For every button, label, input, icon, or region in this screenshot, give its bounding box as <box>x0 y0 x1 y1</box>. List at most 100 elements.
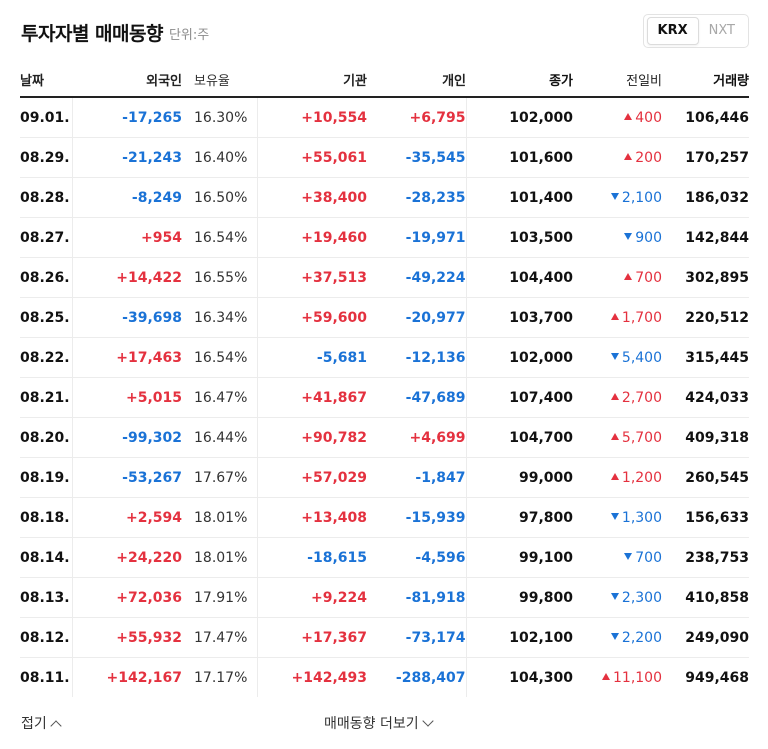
row-volume: 410,858 <box>662 577 749 618</box>
row-individual: -19,971 <box>367 217 467 258</box>
row-change: 1,700 <box>573 297 662 338</box>
table-row: 08.14. +24,220 18.01% -18,615 -4,596 99,100 70… <box>20 537 749 578</box>
triangle-down-icon <box>624 233 633 240</box>
row-change: 900 <box>573 217 662 258</box>
more-trading-button[interactable]: 매매동향 더보기 <box>324 713 434 733</box>
row-change-value: 700 <box>635 269 662 286</box>
row-volume: 142,844 <box>662 217 749 258</box>
row-foreign: -53,267 <box>72 457 192 498</box>
row-volume: 186,032 <box>662 177 749 218</box>
row-ownership: 16.44% <box>192 417 258 458</box>
row-change-value: 1,200 <box>621 469 662 486</box>
row-close: 101,400 <box>466 177 573 218</box>
row-foreign: +2,594 <box>72 497 192 538</box>
row-individual: -49,224 <box>367 257 467 298</box>
col-header-foreign: 외국인 <box>72 62 192 98</box>
row-change: 2,700 <box>573 377 662 418</box>
row-change: 2,100 <box>573 177 662 218</box>
row-volume: 249,090 <box>662 617 749 658</box>
row-close: 99,100 <box>466 537 573 578</box>
widget-title: 투자자별 매매동향 <box>21 22 163 45</box>
row-institution: +59,600 <box>257 297 367 338</box>
row-close: 102,000 <box>466 97 573 138</box>
row-ownership: 16.47% <box>192 377 258 418</box>
row-institution: +41,867 <box>257 377 367 418</box>
row-institution: +57,029 <box>257 457 367 498</box>
row-close: 99,000 <box>466 457 573 498</box>
row-individual: +6,795 <box>367 97 467 138</box>
col-header-volume: 거래량 <box>662 62 749 98</box>
tab-krx[interactable]: KRX <box>646 17 699 45</box>
row-volume: 315,445 <box>662 337 749 378</box>
row-date: 08.13. <box>20 577 73 618</box>
col-header-individual: 개인 <box>367 62 466 98</box>
row-ownership: 16.55% <box>192 257 258 298</box>
row-institution: +90,782 <box>257 417 367 458</box>
table-row: 08.28. -8,249 16.50% +38,400 -28,235 101,400 2… <box>20 177 749 218</box>
row-volume: 220,512 <box>662 297 749 338</box>
row-change-value: 1,700 <box>621 309 662 326</box>
col-header-close: 종가 <box>466 62 573 98</box>
row-change: 200 <box>573 137 662 178</box>
row-date: 09.01. <box>20 97 73 138</box>
row-change: 1,300 <box>573 497 662 538</box>
table-row: 08.21. +5,015 16.47% +41,867 -47,689 107,400 2… <box>20 377 749 418</box>
table-row: 08.12. +55,932 17.47% +17,367 -73,174 102,100… <box>20 617 749 658</box>
triangle-down-icon <box>610 353 619 360</box>
row-date: 08.20. <box>20 417 73 458</box>
row-foreign: +954 <box>72 217 192 258</box>
row-date: 08.12. <box>20 617 73 658</box>
row-volume: 156,633 <box>662 497 749 538</box>
row-institution: +37,513 <box>257 257 367 298</box>
row-institution: +10,554 <box>257 97 367 138</box>
row-date: 08.22. <box>20 337 73 378</box>
row-foreign: -39,698 <box>72 297 192 338</box>
row-close: 103,700 <box>466 297 573 338</box>
row-change: 700 <box>573 537 662 578</box>
row-institution: -18,615 <box>257 537 367 578</box>
row-individual: -4,596 <box>367 537 467 578</box>
triangle-up-icon <box>610 313 619 320</box>
row-foreign: -8,249 <box>72 177 192 218</box>
tab-nxt[interactable]: NXT <box>708 23 735 38</box>
row-ownership: 17.91% <box>192 577 258 618</box>
table-row: 08.11. +142,167 17.17% +142,493 -288,407 104,… <box>20 657 749 697</box>
row-close: 104,400 <box>466 257 573 298</box>
fold-label: 접기 <box>21 716 47 732</box>
col-header-change: 전일비 <box>573 62 662 98</box>
row-ownership: 18.01% <box>192 537 258 578</box>
table-header-row: 날짜 외국인 보유율 기관 개인 종가 전일비 거래량 <box>20 62 749 98</box>
row-change-value: 2,100 <box>621 189 662 206</box>
triangle-up-icon <box>624 113 633 120</box>
fold-button[interactable]: 접기 <box>21 713 62 733</box>
col-header-institution: 기관 <box>257 62 367 98</box>
row-change: 2,200 <box>573 617 662 658</box>
row-individual: -81,918 <box>367 577 467 618</box>
triangle-down-icon <box>610 633 619 640</box>
row-change: 1,200 <box>573 457 662 498</box>
row-change-value: 5,700 <box>621 429 662 446</box>
row-individual: -47,689 <box>367 377 467 418</box>
row-institution: +9,224 <box>257 577 367 618</box>
row-ownership: 18.01% <box>192 497 258 538</box>
row-change-value: 1,300 <box>621 509 662 526</box>
row-close: 97,800 <box>466 497 573 538</box>
row-date: 08.28. <box>20 177 73 218</box>
row-volume: 170,257 <box>662 137 749 178</box>
row-close: 102,000 <box>466 337 573 378</box>
row-change-value: 2,700 <box>621 389 662 406</box>
row-ownership: 16.34% <box>192 297 258 338</box>
row-foreign: +142,167 <box>106 669 183 686</box>
triangle-up-icon <box>624 273 633 280</box>
triangle-up-icon <box>624 153 633 160</box>
row-foreign: -17,265 <box>72 97 192 138</box>
row-foreign: +17,463 <box>72 337 192 378</box>
row-change-value: 5,400 <box>621 349 662 366</box>
table-row: 08.26. +14,422 16.55% +37,513 -49,224 104,400… <box>20 257 749 298</box>
row-close: 107,400 <box>466 377 573 418</box>
row-change-value: 11,100 <box>613 669 662 686</box>
row-ownership: 16.54% <box>192 337 258 378</box>
row-date: 08.19. <box>20 457 73 498</box>
row-ownership: 17.47% <box>192 617 258 658</box>
